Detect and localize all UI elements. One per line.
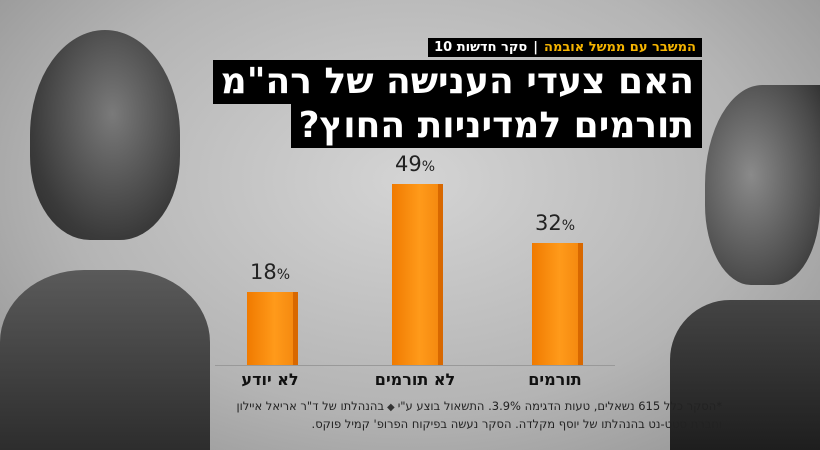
footnote: *הסקר כלל 615 נשאלים, טעות הדגימה 3.9%. … xyxy=(237,398,723,432)
bar-0 xyxy=(247,292,298,365)
value-label: 18% xyxy=(249,260,291,284)
baseline xyxy=(215,365,615,366)
background-photo-right-head xyxy=(705,85,820,285)
category-label: לא תורמים xyxy=(374,370,456,389)
category-label: תורמים xyxy=(528,370,582,389)
background-photo-left-head xyxy=(30,30,180,240)
value-label: 32% xyxy=(534,211,576,235)
category-label: לא יודע xyxy=(241,370,299,389)
headline-line-2: תורמים למדיניות החוץ? xyxy=(290,104,702,148)
kicker-topic: המשבר עם ממשל אובמה xyxy=(544,40,696,55)
kicker-separator: | xyxy=(533,40,539,55)
background-photo-left xyxy=(0,270,210,450)
pollster-logo: ◆ xyxy=(386,402,395,413)
footnote-line1-a: *הסקר כלל 615 נשאלים, טעות הדגימה 3.9%. … xyxy=(397,399,722,413)
bar-2 xyxy=(532,243,583,365)
value-label: 49% xyxy=(394,151,436,176)
kicker-source: סקר חדשות 10 xyxy=(434,40,528,55)
headline-line-1: האם צעדי הענישה של רה"מ xyxy=(212,60,702,104)
kicker: המשבר עם ממשל אובמה | סקר חדשות 10 xyxy=(428,38,702,57)
footnote-line1-b: בהנהלתו של ד"ר אריאל איילון xyxy=(236,399,384,413)
background-photo-right xyxy=(670,300,820,450)
bar-1 xyxy=(392,183,443,365)
footnote-line2: וחברת סטט-נט בהנהלתו של יוסף מקלדה. הסקר… xyxy=(311,417,722,431)
